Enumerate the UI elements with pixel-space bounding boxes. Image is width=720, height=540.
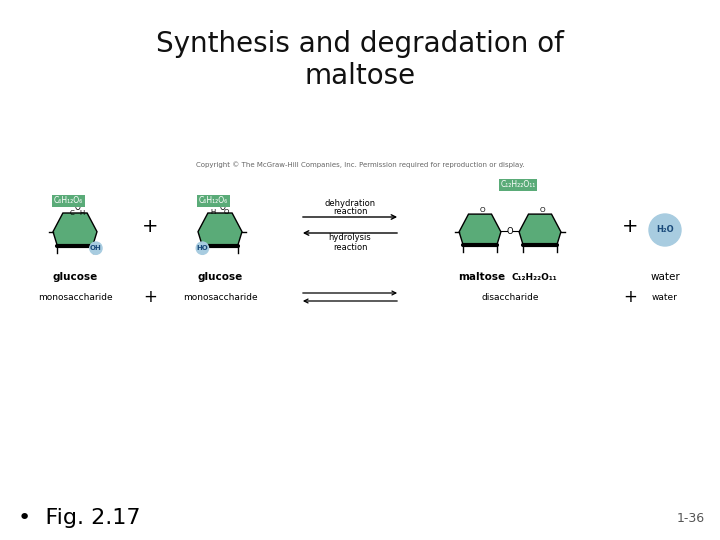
Text: hydrolysis: hydrolysis: [328, 233, 372, 242]
Text: dehydration: dehydration: [325, 199, 376, 207]
Text: C₁₂H₂₂O₁₁: C₁₂H₂₂O₁₁: [500, 180, 536, 189]
Text: O: O: [507, 226, 513, 235]
Text: +: +: [623, 288, 637, 306]
Text: O: O: [480, 207, 485, 213]
Circle shape: [90, 242, 102, 254]
Polygon shape: [53, 213, 97, 246]
Text: glucose: glucose: [197, 272, 243, 282]
Text: monosaccharide: monosaccharide: [37, 293, 112, 301]
Text: glucose: glucose: [53, 272, 98, 282]
Circle shape: [649, 214, 681, 246]
Text: 1-36: 1-36: [677, 511, 705, 524]
Text: reaction: reaction: [333, 242, 367, 252]
Circle shape: [197, 242, 209, 254]
Text: O: O: [224, 209, 230, 215]
Text: C₆H₁₂O₆: C₆H₁₂O₆: [54, 197, 83, 205]
Text: maltose: maltose: [458, 272, 505, 282]
Text: Copyright © The McGraw-Hill Companies, Inc. Permission required for reproduction: Copyright © The McGraw-Hill Companies, I…: [196, 161, 524, 168]
Text: C₁₂H₂₂O₁₁: C₁₂H₂₂O₁₁: [512, 273, 557, 281]
Text: •  Fig. 2.17: • Fig. 2.17: [18, 508, 140, 528]
Text: +: +: [622, 218, 638, 237]
Text: H: H: [211, 209, 216, 215]
Text: H₂O: H₂O: [656, 226, 674, 234]
Text: reaction: reaction: [333, 207, 367, 217]
Polygon shape: [198, 213, 242, 246]
Polygon shape: [459, 214, 501, 246]
Text: Synthesis and degradation of
maltose: Synthesis and degradation of maltose: [156, 30, 564, 90]
Text: C: C: [69, 210, 74, 216]
Text: water: water: [652, 293, 678, 301]
Text: monosaccharide: monosaccharide: [183, 293, 257, 301]
Text: HO: HO: [197, 245, 208, 251]
Text: OH: OH: [90, 245, 102, 251]
Text: +: +: [143, 288, 157, 306]
Text: +: +: [142, 218, 158, 237]
Text: O: O: [220, 203, 225, 212]
Text: water: water: [650, 272, 680, 282]
Text: H: H: [79, 210, 84, 216]
Text: O: O: [539, 207, 545, 213]
Text: C₆H₁₂O₆: C₆H₁₂O₆: [199, 197, 228, 205]
Text: disaccharide: disaccharide: [481, 293, 539, 301]
Polygon shape: [519, 214, 561, 246]
Text: O: O: [74, 203, 80, 212]
